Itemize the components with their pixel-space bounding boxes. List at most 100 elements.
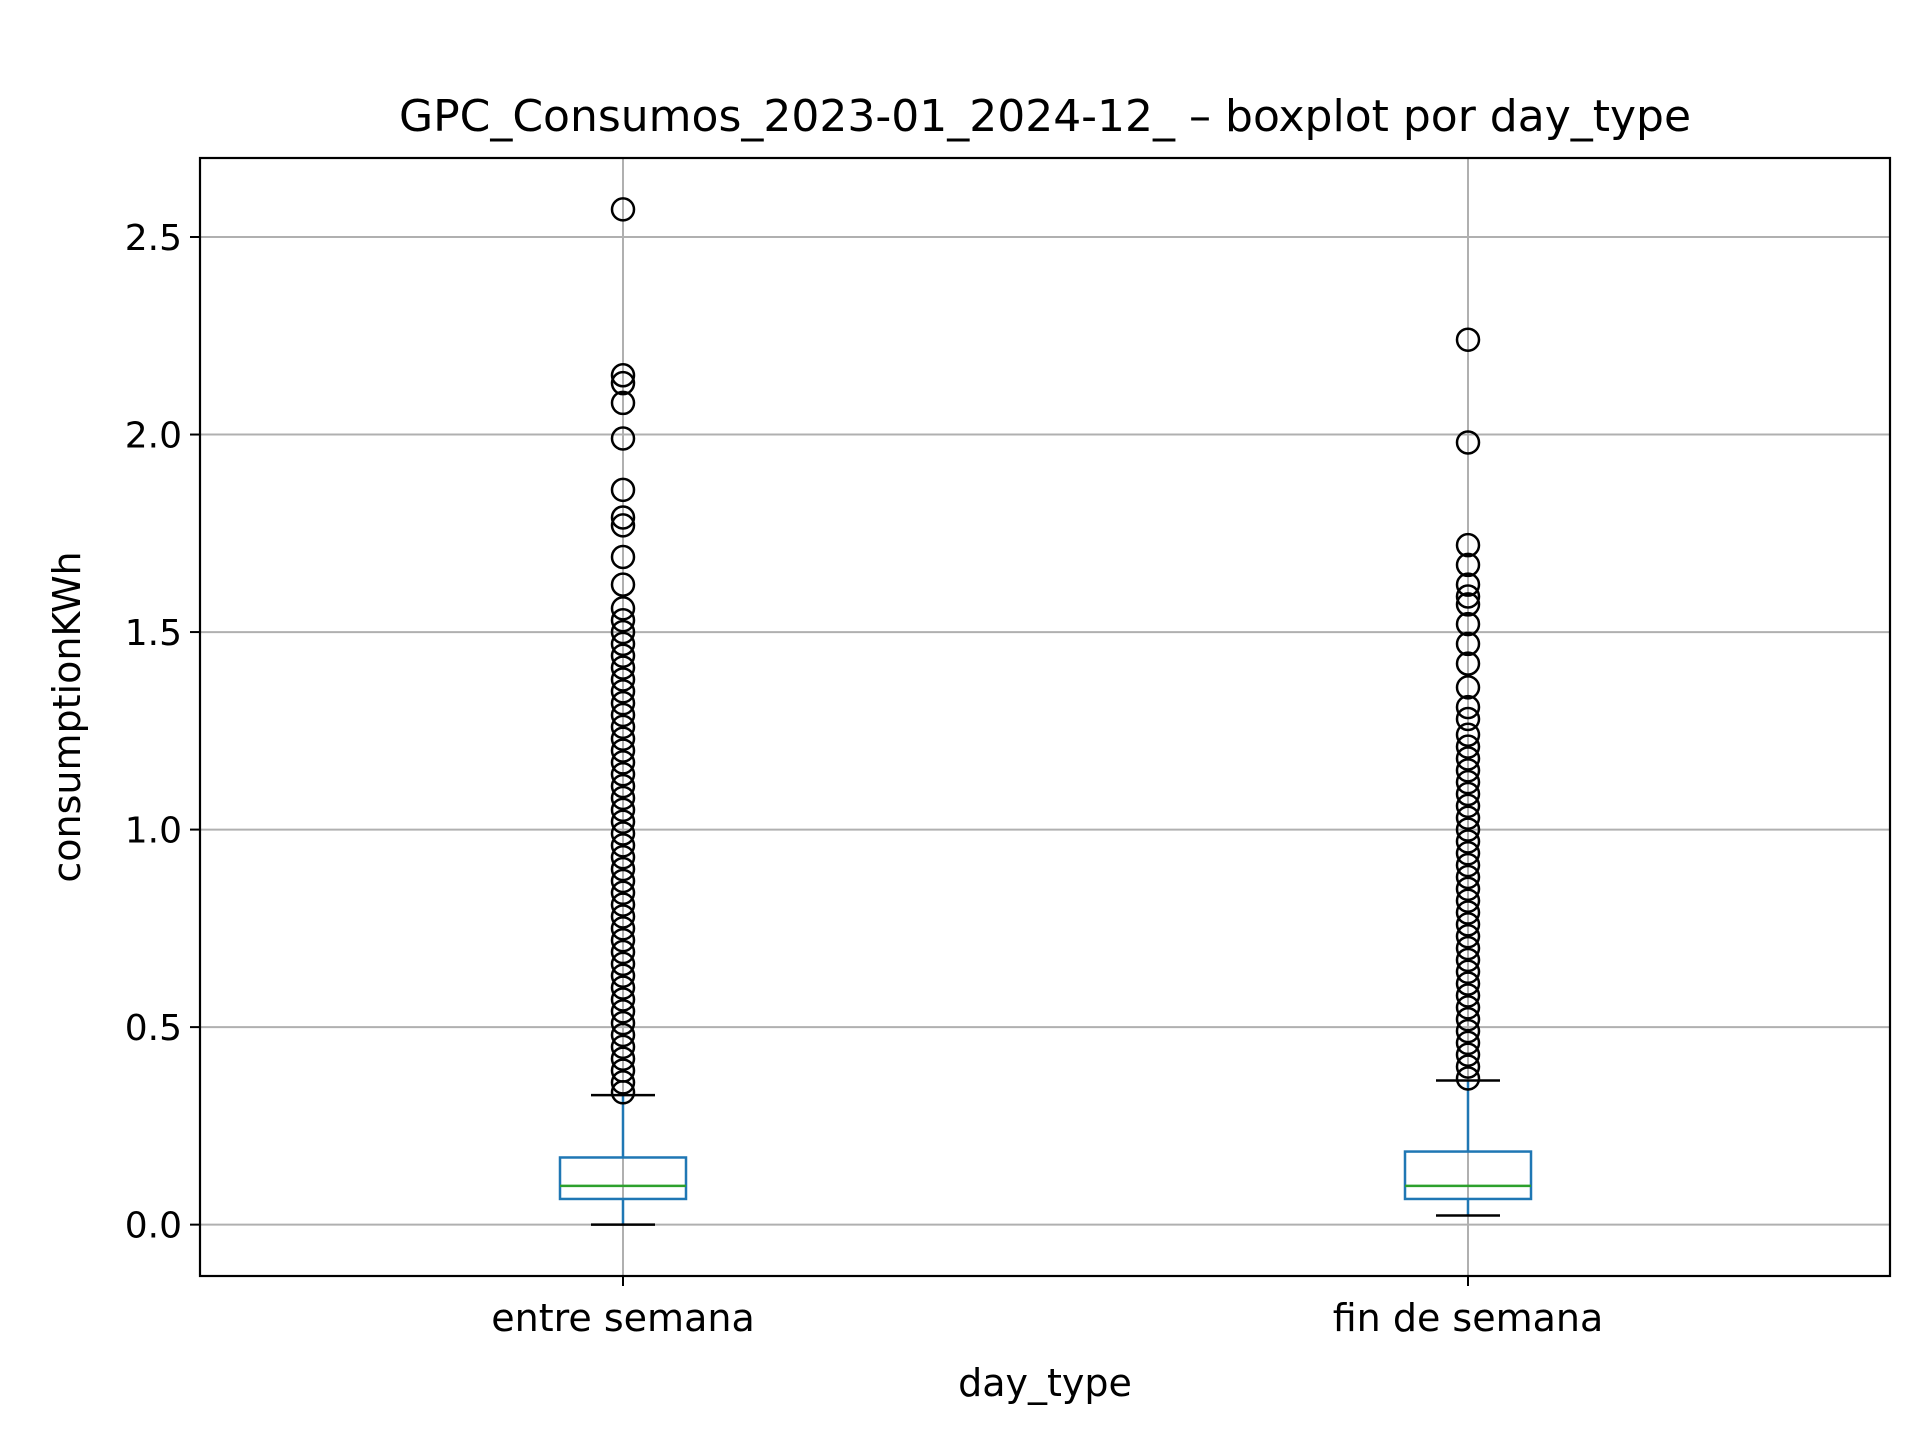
outlier-point xyxy=(610,1034,636,1060)
outlier-point xyxy=(610,197,636,222)
outlier-point xyxy=(610,868,636,894)
plot-frame xyxy=(198,156,1892,1278)
outlier-point xyxy=(610,927,636,953)
outlier-point xyxy=(610,797,636,823)
y-axis-label: consumptionKWh xyxy=(45,551,89,882)
outlier-point xyxy=(610,1046,636,1071)
outlier-point xyxy=(1455,552,1481,578)
outlier-point xyxy=(1455,888,1481,913)
outlier-point xyxy=(610,1070,636,1095)
y-tick-label: 1.0 xyxy=(125,811,182,852)
outlier-point xyxy=(1455,817,1481,842)
outlier-point xyxy=(610,655,636,680)
outlier-point xyxy=(1455,611,1481,637)
outlier-point xyxy=(610,1022,636,1048)
outlier-point xyxy=(1455,327,1481,352)
outlier-point xyxy=(1455,864,1481,890)
chart-title: GPC_Consumos_2023-01_2024-12_ – boxplot … xyxy=(399,91,1691,142)
outlier-point xyxy=(610,809,636,834)
outlier-point xyxy=(1455,959,1481,985)
box-group xyxy=(558,197,688,1226)
outlier-point xyxy=(1455,876,1481,902)
outlier-point xyxy=(1455,841,1481,866)
y-tick-label: 2.5 xyxy=(125,218,182,259)
y-tick-label: 2.0 xyxy=(125,416,182,457)
outlier-point xyxy=(1455,995,1481,1020)
outlier-point xyxy=(1455,781,1481,807)
box-iqr xyxy=(1403,1150,1533,1201)
outlier-point xyxy=(1455,734,1481,759)
x-axis-label: day_type xyxy=(958,1361,1132,1405)
outlier-point xyxy=(610,513,636,538)
outlier-point xyxy=(1455,912,1481,937)
outlier-point xyxy=(1455,1030,1481,1056)
x-tick-label: fin de semana xyxy=(1333,1296,1604,1340)
box-group xyxy=(1403,327,1533,1217)
outlier-point xyxy=(610,785,636,811)
outlier-point xyxy=(610,667,636,692)
outlier-point xyxy=(610,892,636,917)
outlier-point xyxy=(610,631,636,657)
outlier-point xyxy=(610,916,636,941)
outlier-point xyxy=(610,572,636,597)
outlier-point xyxy=(610,726,636,751)
outlier-point xyxy=(1455,592,1481,617)
outlier-point xyxy=(1455,722,1481,748)
outlier-point xyxy=(610,738,636,763)
outlier-point xyxy=(610,762,636,787)
outlier-point xyxy=(1455,694,1481,720)
outlier-point xyxy=(1455,430,1481,455)
outlier-point xyxy=(610,679,636,704)
outlier-point xyxy=(610,426,636,451)
outlier-point xyxy=(610,951,636,977)
outlier-point xyxy=(1455,1054,1481,1079)
outlier-point xyxy=(610,714,636,740)
outlier-point xyxy=(610,1058,636,1083)
outlier-point xyxy=(610,702,636,728)
boxes xyxy=(558,197,1533,1226)
outlier-point xyxy=(610,750,636,775)
outlier-point xyxy=(1455,631,1481,657)
outlier-point xyxy=(610,856,636,882)
outlier-point xyxy=(610,643,636,669)
outlier-point xyxy=(1455,584,1481,609)
outlier-point xyxy=(610,607,636,633)
outlier-point xyxy=(1455,935,1481,961)
outlier-point xyxy=(1455,1018,1481,1044)
y-tick-label: 1.5 xyxy=(125,613,182,654)
outlier-point xyxy=(1455,947,1481,973)
box-iqr xyxy=(558,1156,688,1201)
outlier-point xyxy=(610,596,636,621)
outlier-point xyxy=(610,690,636,716)
axes: 0.0 0.5 1.0 1.5 2.0 2.5 entre semana fin de sem… xyxy=(125,218,1604,1340)
outlier-point xyxy=(1455,769,1481,795)
outlier-point xyxy=(1455,793,1481,819)
outlier-point xyxy=(1455,924,1481,949)
outlier-point xyxy=(610,370,636,396)
outlier-point xyxy=(1455,675,1481,700)
outlier-point xyxy=(610,477,636,503)
outlier-point xyxy=(1455,971,1481,996)
outlier-point xyxy=(1455,532,1481,558)
outlier-point xyxy=(610,773,636,799)
outlier-point xyxy=(1455,758,1481,783)
outlier-point xyxy=(610,821,636,846)
outlier-point xyxy=(1455,651,1481,676)
outlier-point xyxy=(1455,829,1481,854)
outlier-point xyxy=(1455,1006,1481,1032)
outlier-point xyxy=(610,390,636,416)
outlier-point xyxy=(610,1010,636,1036)
outlier-point xyxy=(610,987,636,1012)
outlier-point xyxy=(610,939,636,965)
x-tick-label: entre semana xyxy=(491,1296,754,1340)
outlier-point xyxy=(610,844,636,870)
outlier-point xyxy=(1455,1042,1481,1068)
outlier-point xyxy=(1455,900,1481,925)
outlier-point xyxy=(1455,1066,1481,1091)
outlier-point xyxy=(610,619,636,645)
outlier-point xyxy=(1455,852,1481,878)
outlier-point xyxy=(610,904,636,929)
outlier-point xyxy=(1455,983,1481,1008)
